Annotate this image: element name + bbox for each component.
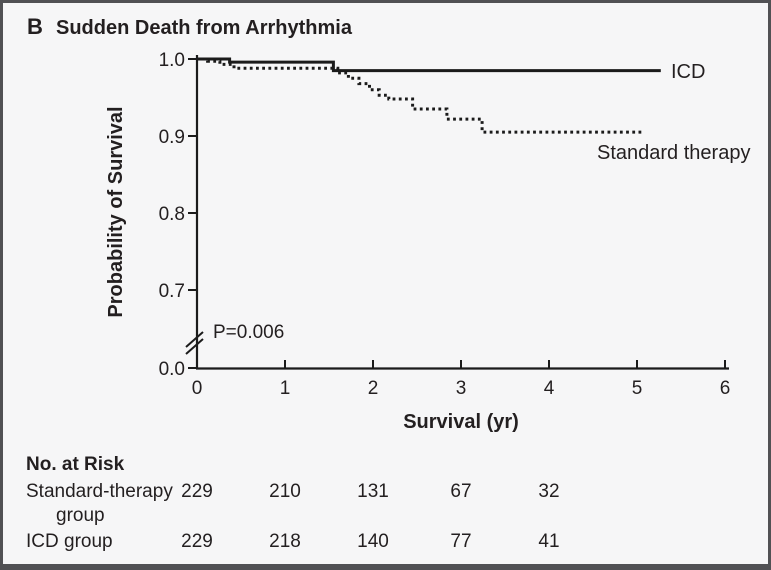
axis-break-mark-2 bbox=[185, 338, 204, 355]
standard-therapy-survival-curve bbox=[197, 57, 644, 134]
p-value-annotation: P=0.006 bbox=[213, 322, 284, 343]
risk-standard-value-yr1: 210 bbox=[269, 481, 301, 502]
risk-standard-value-yr2: 131 bbox=[357, 481, 389, 502]
panel-title: Sudden Death from Arrhythmia bbox=[56, 17, 353, 39]
legend-label-standard-therapy: Standard therapy bbox=[597, 142, 750, 164]
panel-letter: B bbox=[27, 14, 43, 39]
y-tick-label-0.0: 0.0 bbox=[159, 359, 185, 380]
x-tick-label-4: 4 bbox=[544, 378, 555, 399]
y-tick-label-0.8: 0.8 bbox=[159, 204, 185, 225]
risk-standard-value-yr0: 229 bbox=[181, 481, 213, 502]
y-tick-label-1.0: 1.0 bbox=[159, 50, 185, 71]
risk-row-standard-label-line2: group bbox=[56, 505, 105, 526]
risk-icd-value-yr1: 218 bbox=[269, 531, 301, 552]
risk-icd-value-yr2: 140 bbox=[357, 531, 389, 552]
x-tick-label-6: 6 bbox=[720, 378, 731, 399]
y-tick-label-0.7: 0.7 bbox=[159, 281, 185, 302]
risk-standard-value-yr3: 67 bbox=[450, 481, 471, 502]
x-axis-title: Survival (yr) bbox=[403, 411, 519, 433]
risk-standard-value-yr4: 32 bbox=[538, 481, 559, 502]
y-axis-title: Probability of Survival bbox=[105, 106, 127, 317]
x-tick-label-5: 5 bbox=[632, 378, 643, 399]
risk-icd-value-yr3: 77 bbox=[450, 531, 471, 552]
y-tick-label-0.9: 0.9 bbox=[159, 127, 185, 148]
risk-icd-value-yr4: 41 bbox=[538, 531, 559, 552]
risk-table-heading: No. at Risk bbox=[26, 454, 125, 475]
risk-row-standard-label-line1: Standard-therapy bbox=[26, 481, 173, 502]
x-tick-label-2: 2 bbox=[368, 378, 379, 399]
icd-survival-curve bbox=[197, 57, 661, 73]
x-tick-label-0: 0 bbox=[192, 378, 203, 399]
legend-label-icd: ICD bbox=[671, 61, 705, 83]
risk-row-icd-label: ICD group bbox=[26, 531, 113, 552]
axis-break-mark-1 bbox=[185, 331, 204, 348]
x-tick-label-3: 3 bbox=[456, 378, 467, 399]
x-tick-label-1: 1 bbox=[280, 378, 291, 399]
risk-icd-value-yr0: 229 bbox=[181, 531, 213, 552]
